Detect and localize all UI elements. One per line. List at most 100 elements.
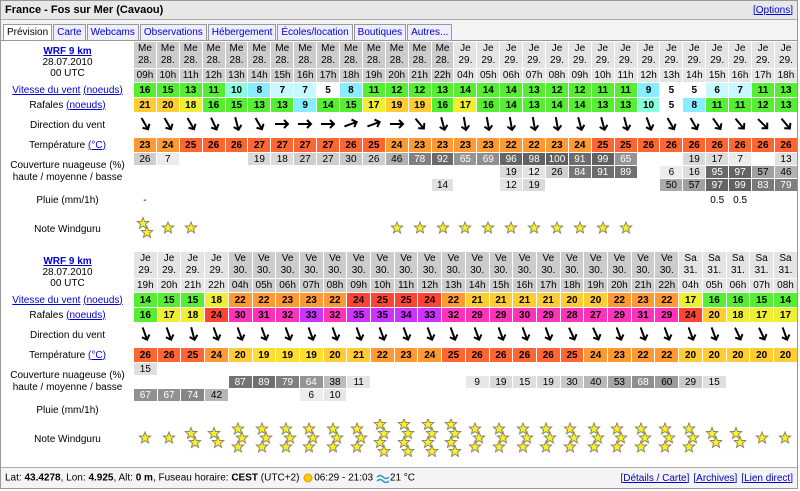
- direction-cell: [300, 323, 323, 347]
- arrow: [438, 116, 448, 131]
- rating-stars: [278, 421, 297, 454]
- rain-cell: [615, 192, 637, 208]
- wind-cell: 22: [228, 293, 252, 307]
- direction-arrow: [449, 326, 459, 341]
- day-date: 29.: [481, 55, 496, 66]
- temp-cell: 24: [418, 348, 442, 362]
- cloud-cell: [774, 363, 797, 375]
- rain-cell: [371, 402, 394, 418]
- footer-link[interactable]: [Détails / Carte]: [620, 472, 690, 484]
- model-link[interactable]: WRF 9 km: [43, 45, 92, 57]
- cloud-cell: [774, 389, 797, 401]
- wind-cell: 24: [347, 293, 371, 307]
- day-cell: Sa 31.: [750, 252, 773, 278]
- row-label: Couverture nuageuse (%) haute / moyenne …: [2, 363, 133, 401]
- tab[interactable]: Écoles/location: [277, 24, 353, 40]
- label-cloud-sub: haute / moyenne / basse: [12, 382, 123, 393]
- day-date: 29.: [595, 55, 610, 66]
- day-cell: Me 28.: [385, 42, 408, 68]
- label-wind[interactable]: Vitesse du vent: [12, 294, 81, 306]
- model-link[interactable]: WRF 9 km: [43, 255, 92, 267]
- day-name: Ve: [352, 253, 365, 264]
- wind-cell: 16: [726, 293, 750, 307]
- label-celsius[interactable]: (°C): [88, 349, 106, 361]
- temp-cell: 26: [752, 138, 774, 152]
- temp-row: Température (°C) 26 26 25 24 20 19 19 19 20 21 22 2…: [2, 348, 797, 362]
- footer-link[interactable]: [Lien direct]: [741, 472, 793, 484]
- day-cell: Je 29.: [568, 42, 591, 68]
- day-date: 28.: [252, 55, 267, 66]
- direction-cell: [561, 323, 584, 347]
- day-date: 29.: [733, 55, 748, 66]
- rating-cell: [340, 209, 362, 250]
- rain-cell: [584, 402, 607, 418]
- cloud-cell: 19: [536, 376, 560, 388]
- star: [183, 426, 198, 440]
- temp-cell: 20: [228, 348, 252, 362]
- row-label: Rafales (noeuds): [2, 308, 133, 322]
- temp-cell: 23: [477, 138, 500, 152]
- rating-stars: [634, 421, 653, 454]
- hour-cell: 19h: [362, 69, 385, 82]
- day-cell: Ve 30.: [442, 252, 465, 278]
- direction-cell: [363, 113, 385, 137]
- day-date: 28.: [229, 55, 244, 66]
- rating-stars: [778, 430, 793, 445]
- gusts-cell: 16: [202, 98, 225, 112]
- star: [468, 421, 483, 436]
- day-cell: Me 28.: [294, 42, 317, 68]
- options-link[interactable]: [Options]: [752, 4, 793, 16]
- direction-arrow: [544, 326, 554, 341]
- rating-cell: [727, 419, 750, 460]
- label-knots[interactable]: (noeuds): [83, 294, 123, 306]
- gusts-row: Rafales (noeuds) 21 20 18 16 15 13 13 9 14 15 17 19…: [2, 98, 797, 112]
- day-name: Ve: [376, 253, 389, 264]
- star: [519, 430, 534, 445]
- tab[interactable]: Hébergement: [207, 24, 277, 40]
- star: [412, 220, 427, 235]
- cloud-cell: [181, 376, 204, 388]
- gusts-row: Rafales (noeuds) 16 17 18 24 30 31 32 33 32 35 35 3…: [2, 308, 797, 322]
- arrow: [615, 326, 625, 341]
- label-celsius[interactable]: (°C): [88, 139, 106, 151]
- label-wind[interactable]: Vitesse du vent: [12, 84, 81, 96]
- direction-arrow: [757, 117, 769, 129]
- rating-stars: [183, 220, 198, 235]
- arrow: [529, 116, 540, 131]
- direction-cell: [775, 113, 797, 137]
- wind-cell: 14: [134, 293, 157, 307]
- rating-cell: [395, 419, 418, 460]
- wind-cell: 12: [408, 83, 431, 97]
- cloud-cell: [409, 166, 431, 178]
- tab[interactable]: Carte: [53, 24, 86, 40]
- arrow: [165, 326, 175, 341]
- cloud-cell: [371, 389, 394, 401]
- cloud-cell: [703, 363, 726, 375]
- label-knots[interactable]: (noeuds): [83, 84, 123, 96]
- tab[interactable]: Prévision: [3, 24, 53, 40]
- rating-cell: [205, 419, 228, 460]
- day-row: WRF 9 km 28.07.2010 00 UTC Me 28. Me 28. Me 28. M…: [2, 42, 797, 79]
- footer-link[interactable]: [Archives]: [693, 472, 738, 484]
- rain-cell: [727, 402, 750, 418]
- day-name: Me: [344, 43, 358, 54]
- star: [258, 430, 273, 445]
- day-name: Je: [574, 43, 586, 54]
- label-knots[interactable]: (noeuds): [66, 99, 106, 111]
- cloud-cell: 18: [271, 153, 294, 165]
- cloud-cell: 99: [591, 153, 614, 165]
- tab[interactable]: Observations: [139, 24, 207, 40]
- gusts-cell: 5: [660, 98, 683, 112]
- wind-cell: 13: [523, 83, 546, 97]
- tab[interactable]: Autres...: [407, 24, 453, 40]
- tab[interactable]: Webcams: [86, 24, 139, 40]
- gusts-cell: 21: [134, 98, 156, 112]
- tab[interactable]: Boutiques: [353, 24, 407, 40]
- star: [420, 435, 435, 449]
- star: [401, 426, 416, 440]
- gusts-cell: 27: [584, 308, 608, 322]
- rating-stars: [349, 421, 368, 454]
- cloud-cell: [157, 166, 179, 178]
- star: [162, 430, 177, 445]
- label-knots[interactable]: (noeuds): [66, 309, 106, 321]
